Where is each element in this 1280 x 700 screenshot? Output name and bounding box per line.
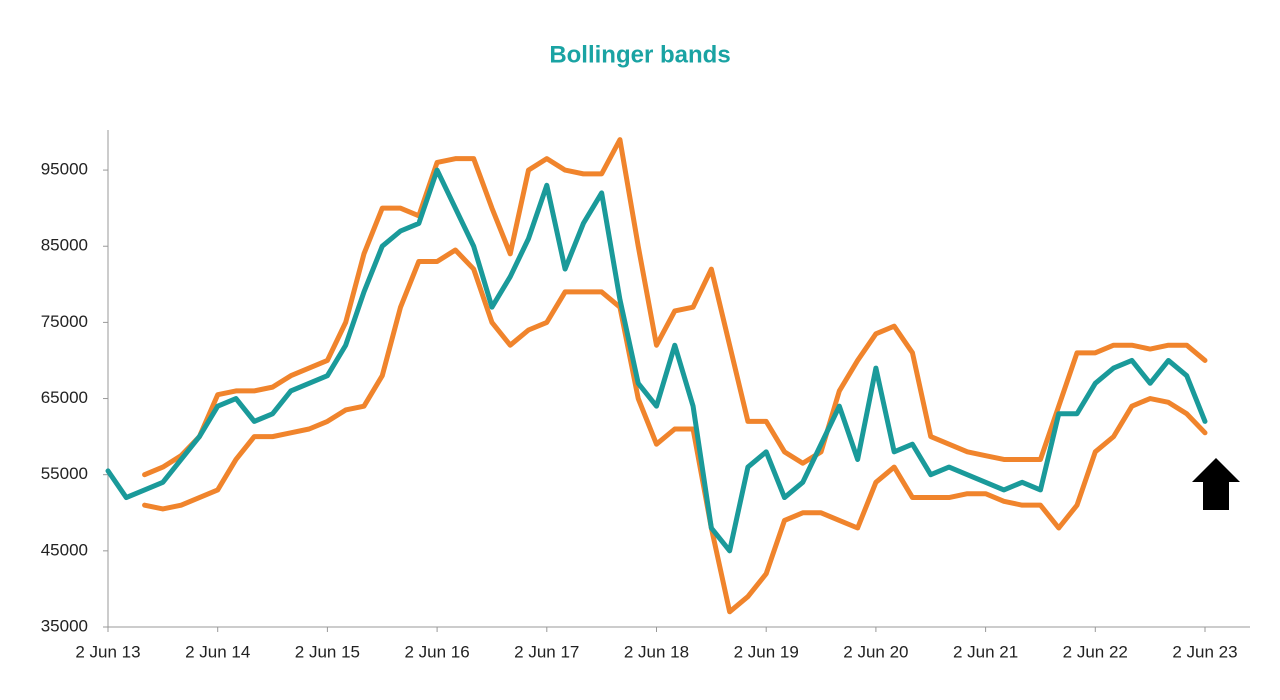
y-tick-label: 85000 bbox=[41, 236, 88, 255]
arrow-icon bbox=[1192, 458, 1240, 510]
y-tick-label: 65000 bbox=[41, 388, 88, 407]
x-tick-label: 2 Jun 23 bbox=[1172, 642, 1237, 661]
x-tick-label: 2 Jun 22 bbox=[1063, 642, 1128, 661]
x-tick-label: 2 Jun 15 bbox=[295, 642, 360, 661]
x-tick-label: 2 Jun 21 bbox=[953, 642, 1018, 661]
y-tick-label: 95000 bbox=[41, 160, 88, 179]
x-tick-label: 2 Jun 17 bbox=[514, 642, 579, 661]
x-tick-label: 2 Jun 19 bbox=[734, 642, 799, 661]
x-tick-label: 2 Jun 13 bbox=[75, 642, 140, 661]
x-tick-label: 2 Jun 18 bbox=[624, 642, 689, 661]
series-line bbox=[142, 137, 1208, 478]
y-tick-label: 55000 bbox=[41, 464, 88, 483]
chart-title: Bollinger bands bbox=[549, 41, 730, 68]
x-tick-label: 2 Jun 14 bbox=[185, 642, 250, 661]
y-tick-label: 45000 bbox=[41, 540, 88, 559]
x-tick-label: 2 Jun 20 bbox=[843, 642, 908, 661]
y-tick-label: 35000 bbox=[41, 616, 88, 635]
x-tick-label: 2 Jun 16 bbox=[404, 642, 469, 661]
series-line bbox=[105, 167, 1208, 554]
y-tick-label: 75000 bbox=[41, 312, 88, 331]
series-line bbox=[142, 247, 1208, 615]
